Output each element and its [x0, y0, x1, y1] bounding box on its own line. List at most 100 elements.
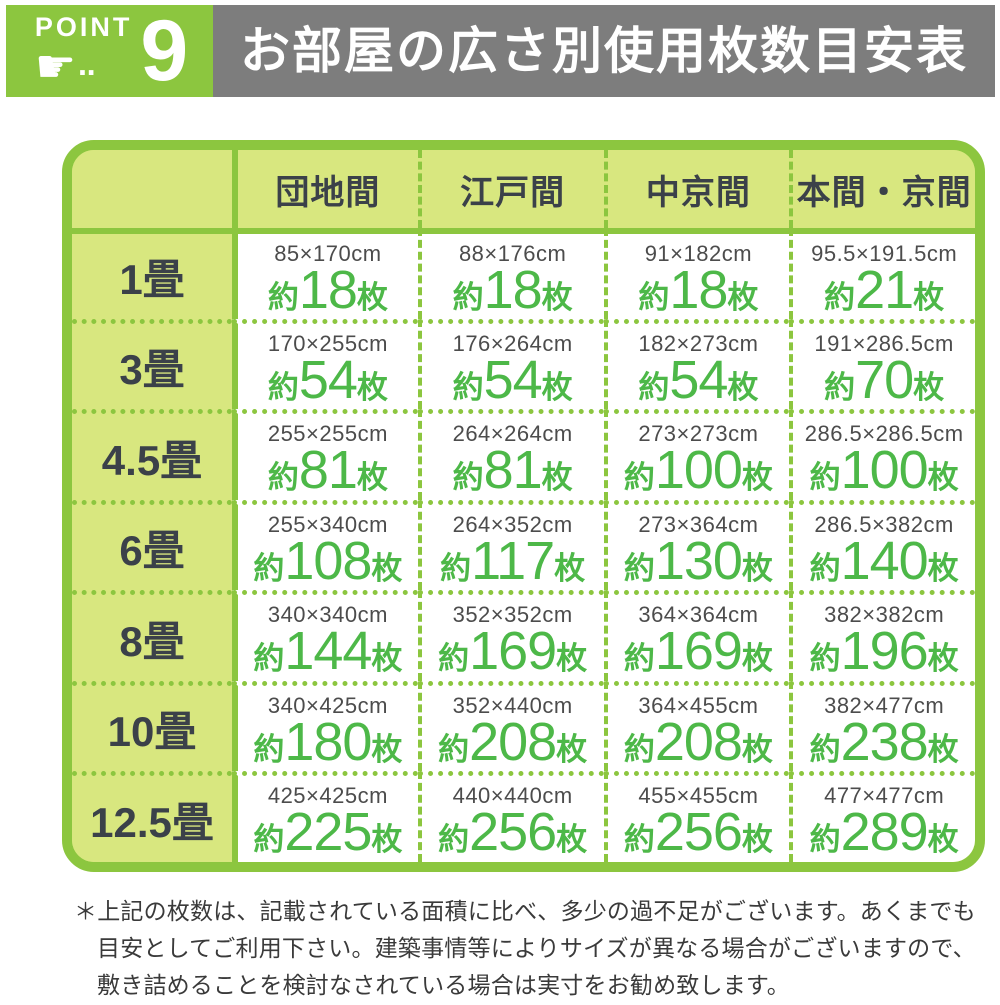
sheet-number: 108 [284, 530, 372, 591]
sheet-number: 238 [840, 711, 929, 772]
size-cell: 364×364cm 約 169 枚 [603, 590, 790, 681]
sheet-count: 約 18 枚 [453, 262, 573, 319]
approx-prefix: 約 [452, 280, 484, 315]
approx-prefix: 約 [452, 460, 484, 496]
size-dimensions: 170×255cm [267, 330, 388, 356]
size-cell: 255×255cm 約 81 枚 [232, 409, 418, 500]
size-cell: 255×340cm 約 108 枚 [232, 499, 418, 591]
count-suffix: 枚 [927, 641, 959, 677]
sheet-number: 18 [298, 260, 358, 320]
column-header: 団地間 [232, 150, 418, 228]
size-cell: 91×182cm 約 18 枚 [603, 228, 790, 320]
sheet-count: 約 238 枚 [810, 714, 959, 771]
approx-prefix: 約 [253, 822, 285, 858]
size-dimensions: 255×255cm [267, 421, 388, 447]
sheet-count: 約 169 枚 [624, 623, 773, 680]
count-suffix: 枚 [927, 731, 959, 767]
approx-prefix: 約 [267, 369, 299, 405]
count-suffix: 枚 [356, 460, 388, 496]
row-label: 12.5畳 [72, 771, 232, 862]
count-suffix: 枚 [356, 369, 388, 405]
sheet-number: 256 [654, 802, 743, 863]
size-dimensions: 264×264cm [452, 421, 573, 447]
approx-prefix: 約 [623, 641, 655, 677]
sheet-count: 約 54 枚 [452, 349, 573, 410]
sheet-number: 289 [840, 802, 929, 863]
size-cell: 273×364cm 約 130 枚 [603, 499, 790, 591]
size-dimensions: 477×477cm [824, 783, 945, 809]
count-suffix: 枚 [741, 550, 773, 586]
sheet-count: 約 140 枚 [810, 533, 959, 590]
sheet-count: 約 54 枚 [267, 349, 388, 410]
count-suffix: 枚 [556, 731, 588, 767]
point-number: 9 [140, 3, 189, 99]
infographic-page: POINT ☛ ‥ 9 お部屋の広さ別使用枚数目安表 団地間 江戸間 中京間 本間・京… [0, 5, 1000, 1003]
count-suffix: 枚 [727, 280, 759, 315]
row-label: 8畳 [72, 590, 232, 681]
size-dimensions: 440×440cm [452, 783, 573, 809]
size-dimensions: 382×477cm [824, 692, 945, 718]
size-dimensions: 273×273cm [638, 421, 759, 447]
point-badge-left: POINT ☛ ‥ [31, 12, 133, 89]
size-cell: 440×440cm 約 256 枚 [417, 771, 604, 862]
column-header: 本間・京間 [789, 150, 975, 228]
row-label: 10畳 [72, 680, 232, 772]
size-dimensions: 286.5×286.5cm [804, 421, 964, 447]
size-dimensions: 273×364cm [638, 511, 759, 537]
approx-prefix: 約 [440, 550, 472, 586]
approx-prefix: 約 [438, 641, 470, 677]
size-cell: 425×425cm 約 225 枚 [232, 771, 418, 862]
sheet-number: 117 [471, 530, 555, 591]
count-suffix: 枚 [741, 460, 773, 496]
size-cell: 352×440cm 約 208 枚 [417, 680, 604, 772]
approx-prefix: 約 [623, 731, 655, 767]
approx-prefix: 約 [623, 460, 655, 496]
sheet-number: 208 [469, 711, 557, 772]
size-cell: 264×264cm 約 81 枚 [417, 409, 604, 501]
sheet-number: 54 [483, 349, 543, 410]
size-dimensions: 95.5×191.5cm [811, 241, 958, 266]
sheet-count: 約 108 枚 [253, 533, 402, 590]
count-suffix: 枚 [727, 369, 759, 405]
count-suffix: 枚 [741, 731, 773, 767]
sheet-number: 169 [469, 621, 557, 682]
pointing-hand: ☛ ‥ [35, 43, 97, 89]
size-cell: 191×286.5cm 約 70 枚 [789, 318, 975, 410]
sheet-count: 約 21 枚 [824, 262, 944, 319]
sheet-count: 約 256 枚 [438, 804, 587, 861]
sheet-number: 18 [483, 260, 543, 320]
count-suffix: 枚 [541, 280, 573, 315]
count-suffix: 枚 [554, 550, 586, 586]
sheet-count: 約 54 枚 [638, 351, 759, 409]
sheet-number: 256 [469, 802, 557, 863]
point-label: POINT [34, 12, 133, 43]
count-suffix: 枚 [371, 822, 403, 858]
approx-prefix: 約 [452, 369, 484, 405]
approx-prefix: 約 [638, 369, 670, 405]
sheet-count: 約 100 枚 [810, 442, 959, 499]
size-cell: 364×455cm 約 208 枚 [603, 680, 790, 772]
size-dimensions: 91×182cm [644, 241, 753, 266]
count-suffix: 枚 [556, 641, 588, 677]
header-bar: POINT ☛ ‥ 9 お部屋の広さ別使用枚数目安表 [6, 5, 995, 97]
sheet-number: 54 [298, 349, 358, 410]
approx-prefix: 約 [253, 550, 285, 586]
size-table: 団地間 江戸間 中京間 本間・京間 1畳 85×170cm 約 18 枚 88×176cm 約 18 枚… [72, 150, 975, 862]
column-header: 中京間 [603, 150, 790, 228]
count-suffix: 枚 [541, 369, 573, 405]
size-dimensions: 191×286.5cm [814, 330, 954, 356]
sheet-number: 81 [483, 440, 543, 501]
size-dimensions: 340×425cm [267, 692, 388, 718]
sheet-number: 18 [669, 260, 728, 320]
count-suffix: 枚 [741, 822, 773, 858]
size-cell: 382×477cm 約 238 枚 [789, 680, 975, 772]
sheet-number: 208 [654, 711, 743, 772]
count-suffix: 枚 [371, 731, 403, 767]
size-cell: 286.5×286.5cm 約 100 枚 [789, 409, 975, 500]
sheet-count: 約 208 枚 [438, 714, 587, 771]
size-table-frame: 団地間 江戸間 中京間 本間・京間 1畳 85×170cm 約 18 枚 88×176cm 約 18 枚… [62, 140, 985, 872]
sheet-count: 約 70 枚 [824, 351, 944, 409]
approx-prefix: 約 [438, 731, 470, 767]
size-dimensions: 455×455cm [638, 783, 759, 809]
size-cell: 176×264cm 約 54 枚 [417, 318, 604, 410]
